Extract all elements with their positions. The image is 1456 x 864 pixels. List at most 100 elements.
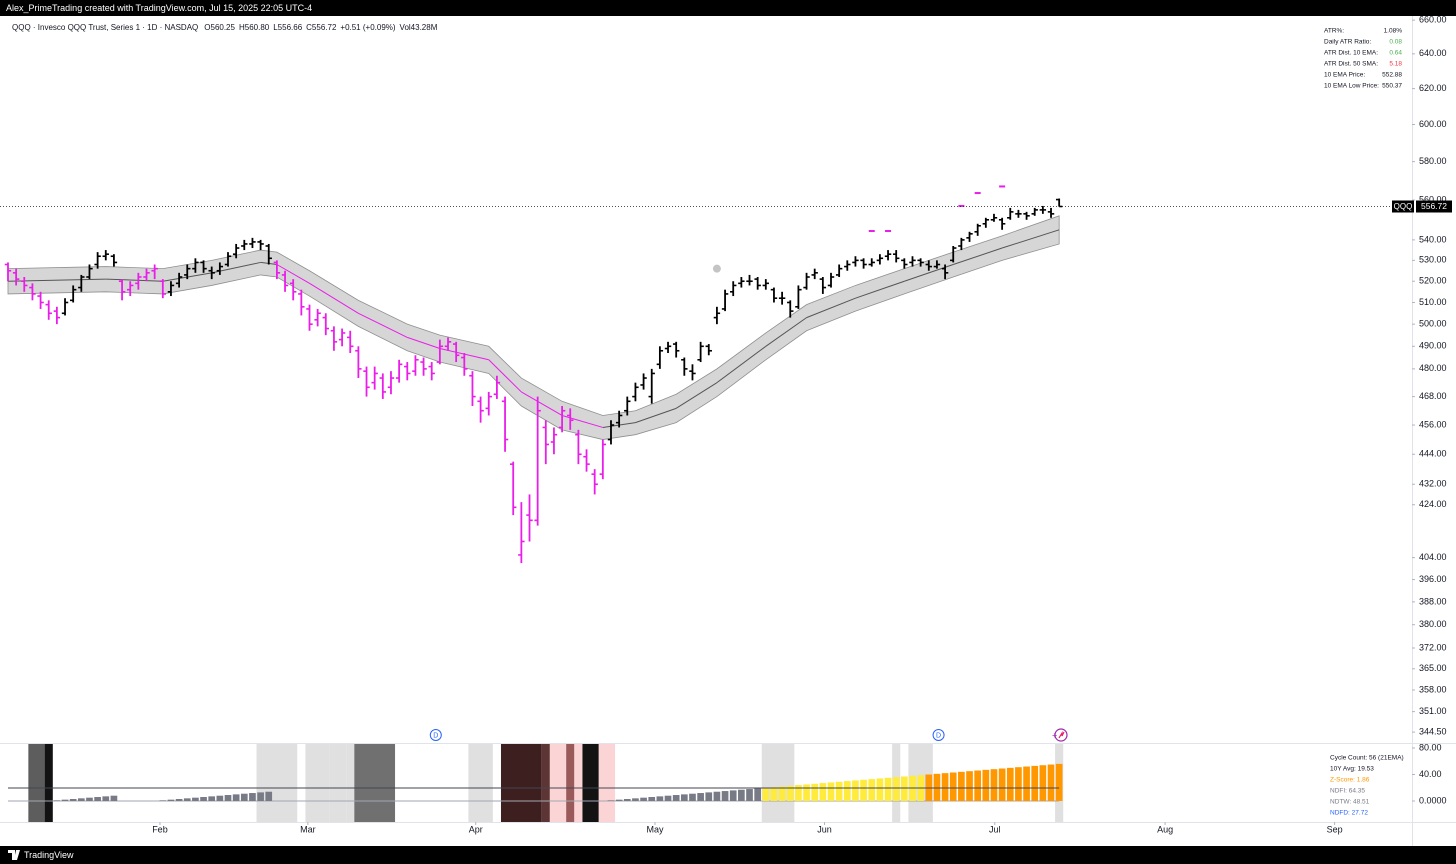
histogram-bar [933,773,941,801]
histogram-bar [941,773,949,801]
histogram-bar [648,797,656,801]
y-tick-label: 404.00 [1419,552,1447,562]
histogram-bar [249,793,256,801]
cycle-shading [28,744,45,822]
x-tick-label: Feb [152,824,168,834]
histogram-bar [974,770,982,801]
histogram-bar [86,797,93,801]
y-tick-label: 540.00 [1419,234,1447,244]
ema-band [7,215,1060,440]
legend-value: H560.80 [239,23,270,32]
stats-line: Z-Score: 1.86 [1330,777,1370,784]
ema-line [635,407,677,424]
cycle-shading [541,744,550,822]
histogram-bar [852,780,859,801]
histogram-bar [990,769,998,801]
price-pane: 660.00 640.00 620.00 600.00 580.00 560.00 540.… [0,15,1452,741]
histogram-bar [729,790,737,801]
legend: QQQ · Invesco QQQ Trust, Series 1 · 1D ·… [12,23,438,32]
y-tick-label: 0.0000 [1419,795,1447,805]
y-tick-label: 351.00 [1419,706,1447,716]
histogram-bar [795,785,802,801]
y-tick-label: 396.00 [1419,574,1447,584]
footer-logo [8,850,20,860]
histogram-bar [265,791,273,801]
ema-line [806,297,856,319]
legend-title: QQQ · Invesco QQQ Trust, Series 1 · 1D ·… [12,23,198,32]
histogram-bar [94,797,101,801]
histogram-bar [738,789,745,801]
ema-line [276,264,310,284]
footer-brand: TradingView [24,850,74,860]
y-tick-label: 600.00 [1419,119,1447,129]
y-tick-label: 480.00 [1419,363,1447,373]
ema-line [765,317,807,347]
ema-line [855,280,905,299]
ema-line [407,336,441,350]
histogram-bar [159,800,167,801]
histogram-bar [632,798,639,801]
histogram-bar [110,795,118,801]
event-label: D [433,732,438,739]
info-label: ATR Dist. 50 SMA: [1324,61,1378,68]
stats-line: NDFI: 64.35 [1330,788,1365,795]
histogram-bar [672,795,680,801]
stats-line: NDFD: 27.72 [1330,810,1368,817]
y-tick-label: 620.00 [1419,83,1447,93]
histogram-bar [998,768,1006,801]
event-label: D [936,732,941,739]
y-tick-label: 468.00 [1419,391,1447,401]
histogram-bar [607,800,615,801]
info-label: ATR Dist. 10 EMA: [1324,50,1378,57]
histogram-bar [200,797,207,801]
y-tick-label: 560.00 [1419,194,1447,204]
histogram-bar [77,798,85,801]
info-value: 1.08% [1384,28,1403,35]
y-tick-label: 380.00 [1419,619,1447,629]
symbol-badge-label: QQQ [1394,202,1413,211]
alert-icon-plus: + [1052,730,1057,740]
info-label: 10 EMA Low Price: [1324,83,1379,90]
histogram-bar [786,785,794,801]
histogram-bar [1039,765,1047,801]
histogram-bar [819,783,827,801]
event-marker [429,729,442,741]
histogram-bar [811,783,819,801]
y-tick-label: 530.00 [1419,255,1447,265]
histogram-bar [240,793,248,801]
histogram-bar [843,781,851,801]
histogram-bar [876,778,884,801]
cycle-shading [305,744,330,822]
histogram-bar [754,788,762,801]
y-tick-label: 490.00 [1419,341,1447,351]
cycle-shading [500,744,542,822]
histogram-bar [721,791,729,801]
histogram-bar [1015,767,1022,801]
histogram-bar [680,794,688,801]
info-value: 0.64 [1389,50,1402,57]
stats-line: Cycle Count: 56 (21EMA) [1330,755,1404,762]
cycle-shading [468,744,493,822]
signal-marker [868,230,875,233]
y-tick-label: 80.00 [1419,742,1442,752]
cycle-shading [598,744,616,822]
cycle-shading [582,744,599,822]
ema-line [521,391,563,416]
histogram-bar [192,797,199,801]
histogram-bar [102,796,110,801]
info-value: 552.88 [1382,72,1402,79]
histogram-bar [982,769,990,801]
histogram-bar [257,792,264,801]
ema-line [716,345,767,384]
indicator-pane: 80.00 40.00 0.0000 Feb Mar Apr May Jun Jul Aug Sep… [7,742,1447,834]
cycle-shading [761,744,795,822]
ema-line [358,312,408,338]
histogram-bar [835,781,843,801]
histogram-bar [778,786,786,801]
histogram-bar [1055,763,1063,801]
legend-value: C556.72 [306,23,337,32]
histogram-bar [183,798,191,801]
histogram-bar [1006,767,1014,801]
